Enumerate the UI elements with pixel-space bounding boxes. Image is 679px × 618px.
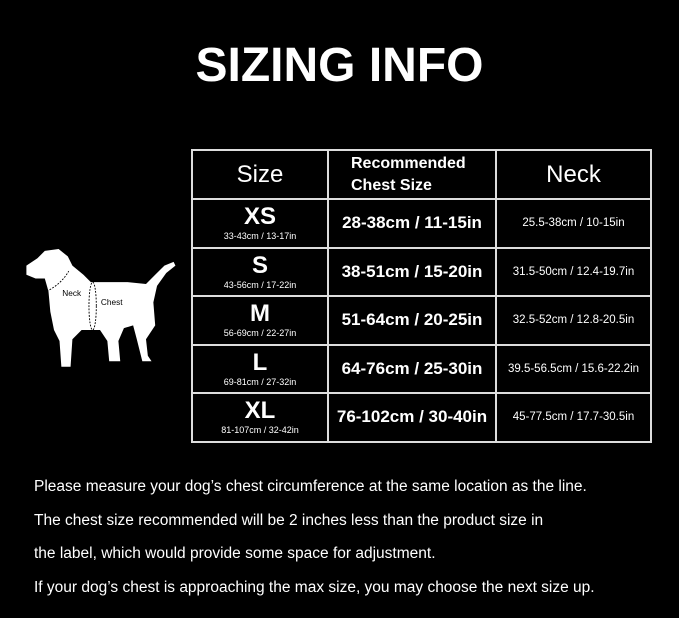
size-label: L (252, 348, 268, 376)
header-chest-line2: Chest Size (351, 176, 432, 194)
measurement-notes: Please measure your dog’s chest circumfe… (34, 470, 595, 604)
page-title: SIZING INFO (195, 39, 484, 92)
header-chest: Recommended Chest Size (327, 149, 497, 200)
dog-measurement-diagram: Neck Chest (26, 249, 176, 367)
chest-cell: 76-102cm / 30-40in (327, 392, 497, 443)
chest-cell: 28-38cm / 11-15in (327, 198, 497, 249)
header-size: Size (191, 149, 329, 200)
chest-cell: 64-76cm / 25-30in (327, 343, 497, 394)
size-label: M (250, 300, 270, 328)
size-label: S (251, 251, 268, 279)
size-range: 81-107cm / 32-42in (221, 425, 299, 436)
header-chest-line1: Recommended (351, 154, 466, 172)
size-cell: L 69-81cm / 27-32in (191, 343, 329, 394)
header-neck: Neck (495, 149, 652, 200)
neck-cell: 31.5-50cm / 12.4-19.7in (495, 246, 652, 297)
neck-cell: 39.5-56.5cm / 15.6-22.2in (495, 343, 652, 394)
size-range: 33-43cm / 13-17in (223, 231, 297, 242)
neck-cell: 45-77.5cm / 17.7-30.5in (495, 392, 652, 443)
size-label: XL (244, 397, 276, 425)
note-line: the label, which would provide some spac… (34, 545, 436, 562)
table-row: L 69-81cm / 27-32in 64-76cm / 25-30in 39.… (191, 343, 652, 394)
note-line: The chest size recommended will be 2 inc… (34, 511, 544, 529)
table-row: S 43-56cm / 17-22in 38-51cm / 15-20in 31.… (191, 246, 652, 297)
note-line: If your dog’s chest is approaching the m… (34, 578, 595, 596)
chest-cell: 51-64cm / 20-25in (327, 295, 497, 346)
size-label: XS (243, 203, 276, 231)
size-cell: XS 33-43cm / 13-17in (191, 198, 329, 249)
size-cell: XL 81-107cm / 32-42in (191, 392, 329, 443)
neck-cell: 25.5-38cm / 10-15in (495, 198, 652, 249)
table-row: XL 81-107cm / 32-42in 76-102cm / 30-40in … (191, 392, 652, 443)
sizing-table: Size Recommended Chest Size Neck XS 33-43c… (191, 149, 652, 443)
table-header-row: Size Recommended Chest Size Neck (191, 149, 652, 200)
note-line: Please measure your dog’s chest circumfe… (34, 478, 587, 495)
size-cell: S 43-56cm / 17-22in (191, 246, 329, 297)
size-cell: M 56-69cm / 22-27in (191, 295, 329, 346)
chest-cell: 38-51cm / 15-20in (327, 246, 497, 297)
dog-silhouette (26, 249, 176, 367)
table-row: XS 33-43cm / 13-17in 28-38cm / 11-15in 25… (191, 198, 652, 249)
chest-label: Chest (101, 298, 123, 307)
size-range: 69-81cm / 27-32in (223, 376, 297, 387)
size-range: 56-69cm / 22-27in (223, 328, 297, 339)
neck-label: Neck (62, 289, 82, 298)
size-range: 43-56cm / 17-22in (223, 279, 297, 290)
chest-line (88, 281, 97, 331)
table-row: M 56-69cm / 22-27in 51-64cm / 20-25in 32.… (191, 295, 652, 346)
neck-cell: 32.5-52cm / 12.8-20.5in (495, 295, 652, 346)
